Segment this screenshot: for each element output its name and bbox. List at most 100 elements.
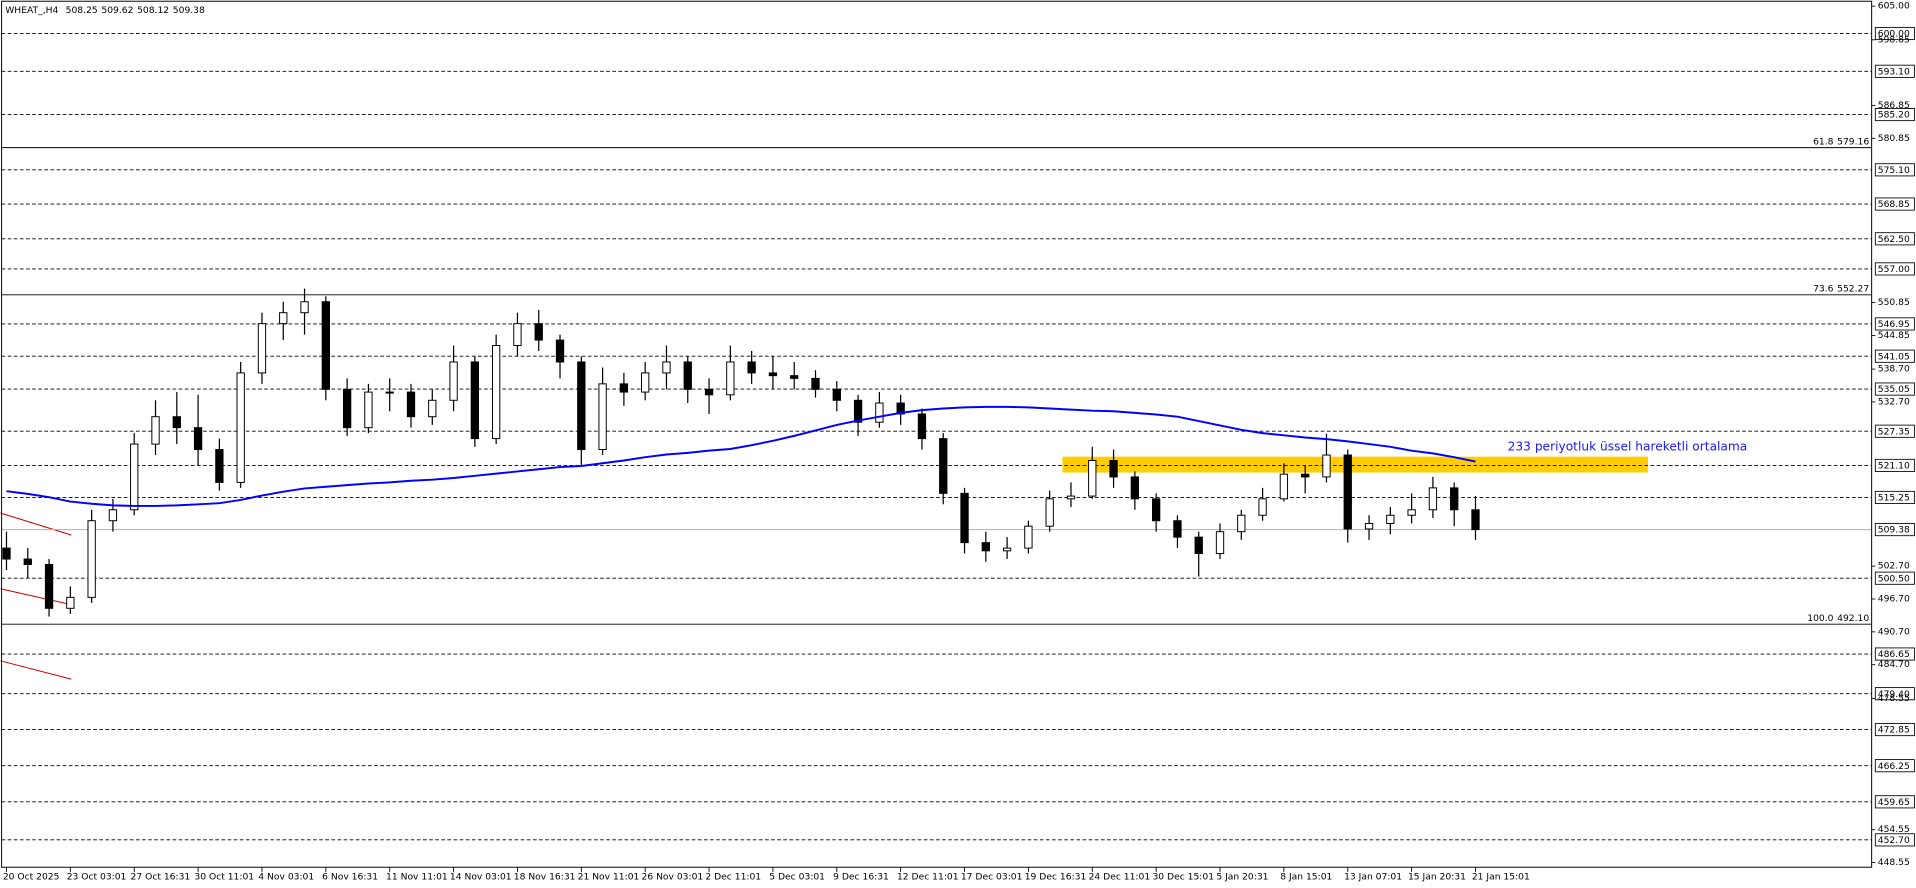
level-label-box bbox=[1874, 349, 1915, 363]
candle-body bbox=[470, 361, 480, 440]
x-tick-label: 23 Oct 03:01 bbox=[67, 872, 127, 883]
x-tick-label: 27 Oct 16:31 bbox=[131, 872, 191, 883]
candle-body bbox=[662, 361, 671, 374]
candle-body bbox=[811, 377, 820, 390]
x-tick-label: 17 Dec 03:01 bbox=[961, 872, 1023, 883]
y-tick-label: 532.70 bbox=[1878, 396, 1910, 407]
candle-body bbox=[1130, 476, 1140, 500]
candle-body bbox=[1407, 509, 1416, 516]
level-label: 585.20 bbox=[1878, 110, 1910, 121]
level-label: 521.10 bbox=[1878, 461, 1910, 472]
level-label-box bbox=[1874, 723, 1915, 737]
level-label-box bbox=[1874, 759, 1915, 773]
y-tick-label: 496.70 bbox=[1878, 594, 1910, 605]
candle-body bbox=[747, 361, 756, 374]
candle-body bbox=[108, 509, 118, 522]
fib-ratio: 73.6 bbox=[1813, 283, 1834, 294]
candle-body bbox=[683, 361, 692, 390]
candle-body bbox=[832, 388, 841, 401]
level-label-box bbox=[1874, 490, 1915, 504]
trend-line bbox=[0, 588, 72, 606]
candle-body bbox=[1428, 487, 1438, 511]
ohlc-value: 509.38 bbox=[173, 4, 205, 15]
level-label: 479.40 bbox=[1878, 689, 1910, 700]
y-tick-label: 586.85 bbox=[1878, 100, 1910, 111]
level-label-box bbox=[1874, 795, 1915, 809]
candle-body bbox=[236, 372, 245, 483]
level-label-box bbox=[1874, 833, 1915, 847]
y-tick-label: 502.70 bbox=[1878, 561, 1910, 572]
fib-label: 100.0 492.10 bbox=[1807, 613, 1869, 624]
candle-body bbox=[1109, 460, 1118, 478]
level-label-box bbox=[1874, 262, 1915, 276]
x-tick-label: 15 Jan 20:31 bbox=[1408, 872, 1466, 883]
fib-price: 579.16 bbox=[1837, 136, 1869, 147]
plot-frame bbox=[1, 0, 1873, 868]
x-tick-label: 11 Nov 11:01 bbox=[386, 872, 448, 883]
candle-body bbox=[1237, 514, 1246, 533]
candle-body bbox=[1024, 525, 1033, 549]
level-label-box bbox=[1874, 424, 1915, 438]
level-label: 472.85 bbox=[1878, 725, 1910, 736]
y-tick-label: 538.70 bbox=[1878, 364, 1910, 375]
level-label-box bbox=[1874, 647, 1915, 661]
level-label: 600.00 bbox=[1878, 29, 1910, 40]
x-tick-label: 9 Dec 16:31 bbox=[833, 872, 889, 883]
level-label-box bbox=[1874, 571, 1915, 585]
x-tick-label: 13 Jan 07:01 bbox=[1344, 872, 1402, 883]
candle-body bbox=[1301, 473, 1310, 478]
candle-body bbox=[577, 361, 586, 451]
current-price-label: 509.38 bbox=[1878, 525, 1910, 536]
candle-body bbox=[342, 388, 352, 429]
fib-ratio: 61.8 bbox=[1813, 136, 1834, 147]
y-tick-label: 484.70 bbox=[1878, 659, 1910, 670]
header: WHEAT_,H4 508.25 509.62 508.12 509.38 bbox=[5, 4, 205, 15]
candle-body bbox=[726, 361, 735, 396]
fib-ratio: 100.0 bbox=[1807, 613, 1833, 624]
x-tick-label: 6 Nov 16:31 bbox=[322, 872, 378, 883]
candle-body bbox=[1151, 498, 1161, 522]
level-label-box bbox=[1874, 108, 1915, 122]
x-tick-label: 24 Dec 11:01 bbox=[1089, 872, 1151, 883]
candle-body bbox=[1002, 547, 1012, 552]
candle-body bbox=[44, 564, 54, 609]
resistance-zone bbox=[1062, 456, 1648, 473]
annotation: 233 periyotluk üssel hareketli ortalama bbox=[1508, 440, 1748, 454]
x-tick-label: 20 Oct 2025 bbox=[3, 872, 60, 883]
y-tick-label: 454.55 bbox=[1878, 824, 1910, 835]
candle-body bbox=[364, 391, 373, 429]
level-label: 575.10 bbox=[1878, 165, 1910, 176]
candle-body bbox=[1279, 473, 1289, 500]
candle-body bbox=[598, 383, 607, 451]
candle-body bbox=[704, 388, 714, 396]
candle-body bbox=[300, 301, 309, 314]
candle-body bbox=[917, 413, 927, 440]
y-tick-label: 478.55 bbox=[1878, 693, 1910, 704]
candle-body bbox=[193, 427, 203, 451]
level-label: 466.25 bbox=[1878, 761, 1910, 772]
x-tick-label: 21 Jan 15:01 bbox=[1472, 872, 1530, 883]
level-label-box bbox=[1874, 232, 1915, 246]
fib-label: 73.6 552.27 bbox=[1813, 283, 1869, 294]
candle-body bbox=[555, 339, 565, 363]
candle-body bbox=[1173, 520, 1182, 538]
level-label-box bbox=[1874, 382, 1915, 396]
candle-body bbox=[87, 520, 96, 598]
level-label-box bbox=[1874, 163, 1915, 177]
candle-body bbox=[981, 542, 990, 552]
level-label-box bbox=[1874, 64, 1915, 78]
ohlc-value: 508.12 bbox=[137, 4, 169, 15]
candle-body bbox=[853, 399, 863, 423]
level-label-box bbox=[1874, 317, 1915, 331]
level-label-box bbox=[1874, 197, 1915, 211]
x-tick-label: 8 Jan 15:01 bbox=[1280, 872, 1332, 883]
candle-body bbox=[130, 443, 139, 511]
candle-body bbox=[2, 547, 11, 560]
candle-body bbox=[385, 391, 394, 394]
candle-body bbox=[279, 312, 288, 325]
y-tick-label: 598.85 bbox=[1878, 34, 1910, 45]
level-label: 557.00 bbox=[1878, 264, 1910, 275]
candle-body bbox=[449, 361, 458, 401]
